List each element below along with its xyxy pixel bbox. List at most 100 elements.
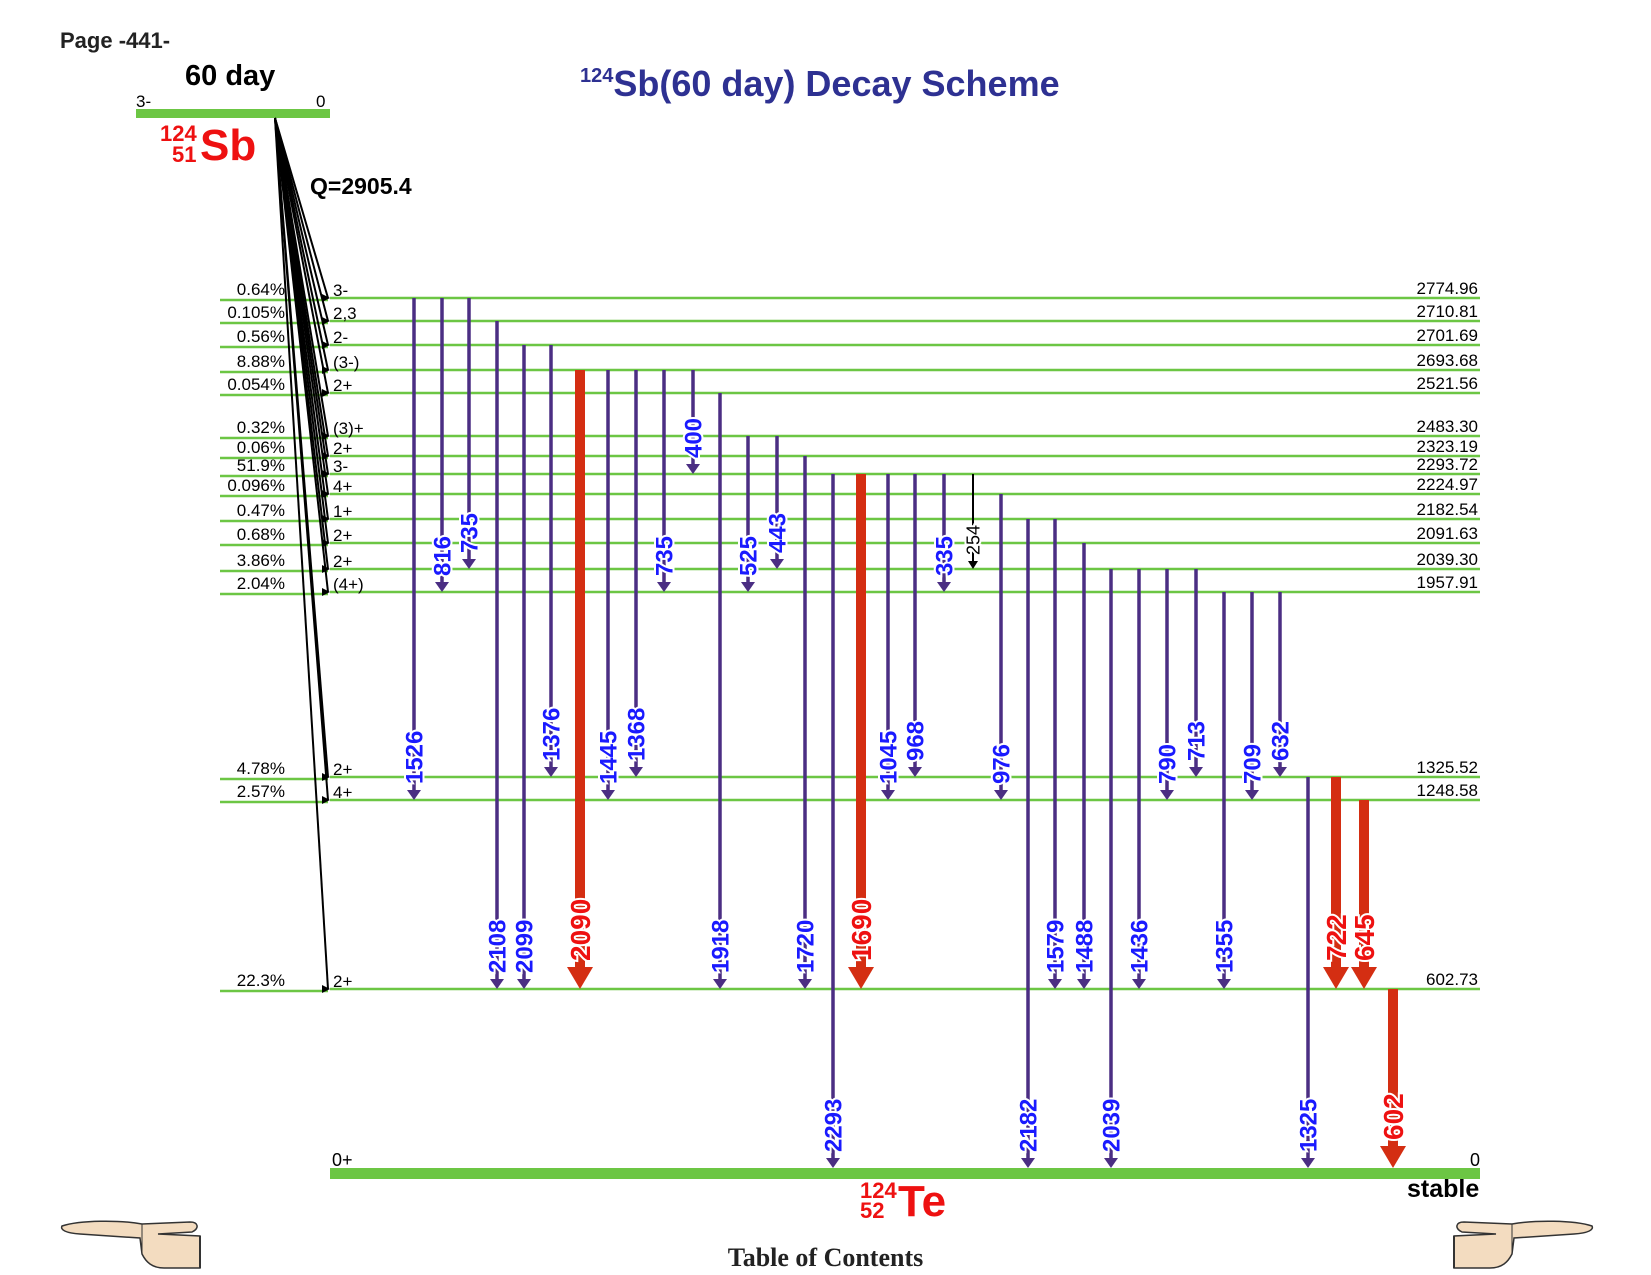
gamma-energy-label: 1445 xyxy=(596,731,623,784)
beta-feed-arrowhead xyxy=(322,796,330,804)
beta-branch-percent: 4.78% xyxy=(237,759,285,778)
level-energy: 2039.30 xyxy=(1417,550,1478,569)
beta-feed-arrowhead xyxy=(322,294,330,302)
gamma-arrowhead xyxy=(881,790,895,800)
level-602.73: 2+ 602.73 22.3% xyxy=(220,970,1480,993)
beta-branch-percent: 0.105% xyxy=(227,303,285,322)
gamma-energy-label: 1720 xyxy=(793,920,820,973)
page-number: Page -441- xyxy=(60,28,171,53)
gamma-energy-label: 735 xyxy=(457,513,484,553)
gamma-arrowhead xyxy=(1104,1158,1118,1168)
gamma-arrowhead xyxy=(1077,979,1091,989)
beta-branch-percent: 0.054% xyxy=(227,375,285,394)
level-spin: 2+ xyxy=(333,760,352,779)
level-2693.68: (3-) 2693.68 8.88% xyxy=(220,351,1480,374)
title-text: Sb(60 day) Decay Scheme xyxy=(613,63,1059,104)
level-2483.30: (3)+ 2483.30 0.32% xyxy=(220,417,1480,440)
beta-feed-line xyxy=(274,117,329,990)
beta-feed-arrowhead xyxy=(322,389,330,397)
gamma-arrowhead xyxy=(1351,967,1377,989)
pointing-hand-left-icon[interactable] xyxy=(60,1212,204,1272)
level-1325.52: 2+ 1325.52 4.78% xyxy=(220,758,1480,781)
gamma-energy-label: 1579 xyxy=(1043,920,1070,973)
gamma-transition-1720: 1720 xyxy=(791,456,822,989)
gamma-energy-label: 1488 xyxy=(1072,920,1099,973)
excited-levels: 3- 2774.96 0.64% 2,3 2710.81 0.105% 2- 2701.69 0… xyxy=(220,279,1480,993)
gamma-energy-label: 2090 xyxy=(565,899,596,961)
gamma-arrowhead xyxy=(741,582,755,592)
gamma-transition-1325: 1325 xyxy=(1294,777,1325,1168)
level-spin: (4+) xyxy=(333,575,364,594)
gamma-energy-label: 1526 xyxy=(402,731,429,784)
gamma-transition-1918: 1918 xyxy=(706,393,737,989)
beta-branch-percent: 0.32% xyxy=(237,418,285,437)
gamma-transition-976: 976 xyxy=(987,494,1018,800)
gamma-transition-735: 735 xyxy=(455,298,486,569)
gamma-energy-label: 1918 xyxy=(708,920,735,973)
gamma-arrowhead xyxy=(1273,767,1287,777)
beta-branch-percent: 2.57% xyxy=(237,782,285,801)
gamma-energy-label: 645 xyxy=(1349,914,1380,961)
gamma-arrowhead xyxy=(1380,1146,1406,1168)
gamma-transition-1376: 1376 xyxy=(537,345,568,777)
level-energy: 602.73 xyxy=(1426,970,1478,989)
gamma-arrowhead xyxy=(848,967,874,989)
level-2293.72: 3- 2293.72 51.9% xyxy=(220,455,1480,478)
gamma-transition-735: 735 xyxy=(650,370,681,592)
pointing-hand-right-icon[interactable] xyxy=(1450,1212,1594,1272)
gamma-transition-645: 645 xyxy=(1347,800,1382,989)
level-spin: 2- xyxy=(333,328,348,347)
ground-state-spin: 0+ xyxy=(332,1150,353,1170)
gamma-energy-label: 2099 xyxy=(512,920,539,973)
gamma-arrowhead xyxy=(713,979,727,989)
beta-branch-percent: 2.04% xyxy=(237,574,285,593)
beta-branch-percent: 22.3% xyxy=(237,971,285,990)
gamma-energy-label: 443 xyxy=(765,513,792,553)
gamma-energy-label: 400 xyxy=(681,418,708,458)
gamma-transition-2182: 2182 xyxy=(1014,519,1045,1168)
gamma-arrowhead xyxy=(1048,979,1062,989)
gamma-transition-443: 443 xyxy=(763,436,794,569)
beta-feed-arrowhead xyxy=(322,588,330,596)
gamma-arrowhead xyxy=(770,559,784,569)
gamma-energy-label: 1376 xyxy=(539,708,566,761)
gamma-energy-label: 254 xyxy=(963,525,983,555)
gamma-transition-254: 254 xyxy=(961,474,985,569)
beta-branch-percent: 0.47% xyxy=(237,501,285,520)
gamma-transition-1368: 1368 xyxy=(622,370,653,777)
beta-branch-percent: 8.88% xyxy=(237,352,285,371)
gamma-energy-label: 1690 xyxy=(846,899,877,961)
gamma-transition-1579: 1579 xyxy=(1041,519,1072,989)
gamma-transition-2039: 2039 xyxy=(1097,569,1128,1168)
level-1248.58: 4+ 1248.58 2.57% xyxy=(220,781,1480,804)
title-mass-superscript: 124 xyxy=(580,65,614,87)
level-energy: 2293.72 xyxy=(1417,455,1478,474)
parent-energy: 0 xyxy=(316,92,325,111)
gamma-transition-602: 602 xyxy=(1376,989,1411,1168)
gamma-transition-2090: 2090 xyxy=(563,370,598,989)
gamma-arrowhead xyxy=(968,561,978,569)
beta-branch-percent: 0.06% xyxy=(237,438,285,457)
gamma-transition-816: 816 xyxy=(428,298,459,592)
gamma-energy-label: 1436 xyxy=(1127,920,1154,973)
beta-feed-arrowhead xyxy=(322,317,330,325)
level-spin: 2+ xyxy=(333,552,352,571)
gamma-arrowhead xyxy=(517,979,531,989)
table-of-contents-link[interactable]: Table of Contents xyxy=(727,1243,924,1272)
level-spin: 3- xyxy=(333,457,348,476)
gamma-energy-label: 709 xyxy=(1240,744,1267,784)
gamma-transition-713: 713 xyxy=(1182,569,1213,777)
gamma-energy-label: 335 xyxy=(932,536,959,576)
parent-spin: 3- xyxy=(136,92,151,111)
gamma-transition-2108: 2108 xyxy=(483,321,514,989)
parent-mass-number: 124 xyxy=(160,121,197,146)
gamma-transition-1526: 1526 xyxy=(400,298,431,800)
level-energy: 2693.68 xyxy=(1417,351,1478,370)
daughter-atomic-number: 52 xyxy=(860,1198,884,1223)
gamma-energy-label: 722 xyxy=(1321,914,1352,961)
gamma-arrowhead xyxy=(407,790,421,800)
gamma-arrowhead xyxy=(462,559,476,569)
gamma-energy-label: 976 xyxy=(989,744,1016,784)
level-2091.63: 2+ 2091.63 0.68% xyxy=(220,524,1480,547)
